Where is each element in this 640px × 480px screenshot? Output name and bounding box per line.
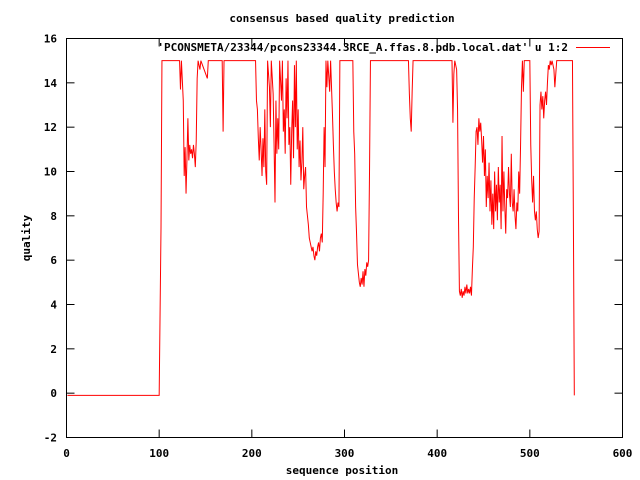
y-tick-label-0: 0	[50, 387, 57, 400]
series-quality-line	[67, 60, 575, 396]
x-axis-ticks: 0 100 200 300 400 500 600	[63, 38, 633, 460]
y-tick-label-6: 6	[50, 254, 57, 267]
y-tick-label-4: 4	[50, 299, 57, 312]
x-tick-label-0: 0	[63, 447, 70, 460]
y-axis-label: quality	[20, 214, 33, 261]
legend-entry-label: 'PCONSMETA/23344/pcons23344.3RCE_A.ffas.…	[157, 41, 568, 54]
y-tick-label-16: 16	[44, 33, 58, 46]
x-tick-label-400: 400	[427, 447, 447, 460]
y-tick-label-8: 8	[50, 210, 57, 223]
x-tick-label-600: 600	[613, 447, 633, 460]
y-axis-ticks: -2 0 2 4 6 8 10 12 14 16	[44, 33, 623, 445]
x-tick-label-200: 200	[242, 447, 262, 460]
y-tick-label-12: 12	[44, 121, 57, 134]
plot-frame	[66, 38, 623, 438]
y-tick-label--2: -2	[44, 432, 57, 445]
x-tick-label-300: 300	[335, 447, 355, 460]
x-axis-label: sequence position	[286, 464, 399, 477]
y-tick-label-14: 14	[44, 77, 58, 90]
y-tick-label-2: 2	[50, 343, 57, 356]
chart-title: consensus based quality prediction	[229, 12, 454, 25]
x-tick-label-100: 100	[149, 447, 169, 460]
y-tick-label-10: 10	[44, 166, 57, 179]
x-tick-label-500: 500	[520, 447, 540, 460]
legend: 'PCONSMETA/23344/pcons23344.3RCE_A.ffas.…	[157, 41, 610, 54]
